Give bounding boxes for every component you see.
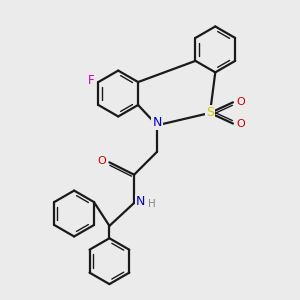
Text: O: O: [97, 156, 106, 166]
Text: N: N: [152, 116, 162, 129]
Text: F: F: [88, 74, 94, 87]
Text: N: N: [136, 195, 145, 208]
Text: O: O: [236, 98, 245, 107]
Text: O: O: [236, 118, 245, 128]
Text: S: S: [206, 106, 214, 119]
Text: H: H: [148, 199, 155, 208]
